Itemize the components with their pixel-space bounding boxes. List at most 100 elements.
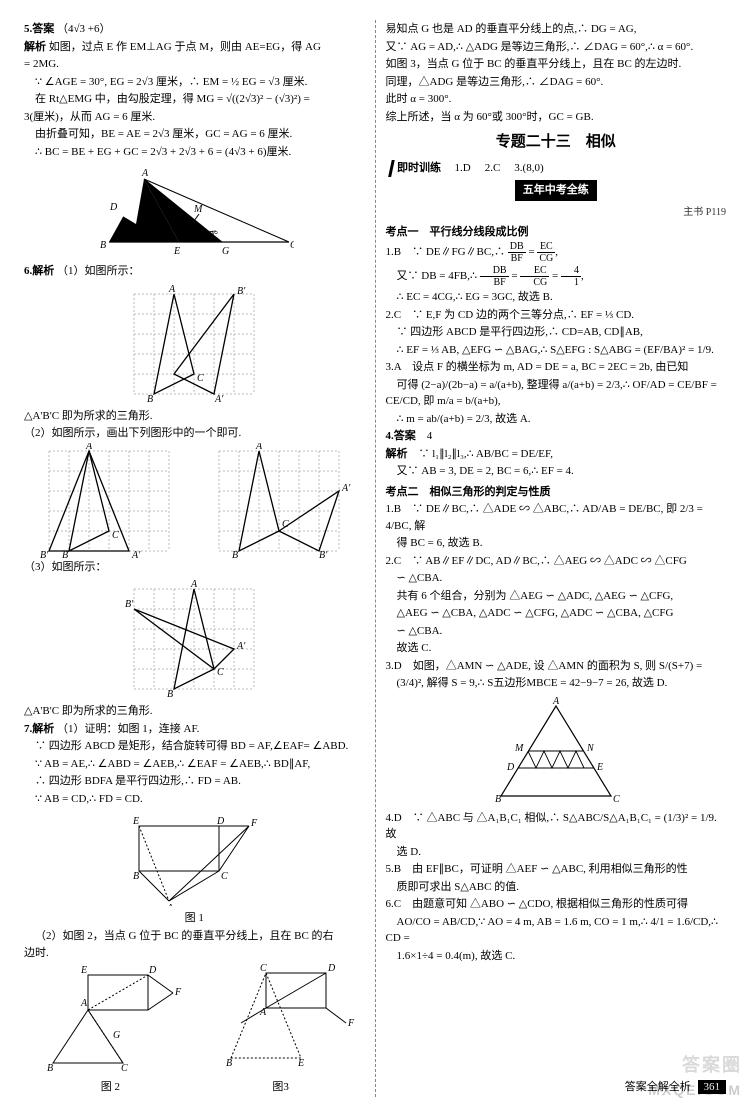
p7-l3: ∴ 四边形 BDFA 是平行四边形,∴ FD = AB.	[24, 773, 365, 790]
k2-q5: 5.B 由 EF∥BC，可证明 △AEF ∽ △ABC, 利用相似三角形的性	[386, 861, 727, 878]
svg-text:A: A	[552, 696, 560, 707]
p6-tri2: △A'B'C 即为所求的三角形.	[24, 703, 365, 720]
svg-text:M: M	[193, 204, 203, 215]
p6: 6.解析 （1）如图所示：	[24, 263, 365, 280]
p5-l5: 3(厘米)，从而 AG = 6 厘米.	[24, 109, 365, 126]
p6-label: 6.解析	[24, 265, 54, 277]
svg-text:B: B	[133, 871, 139, 882]
p6-tri: △A'B'C 即为所求的三角形.	[24, 408, 365, 425]
fig2-caption: 图 2	[33, 1079, 188, 1096]
right-column: 易知点 G 也是 AD 的垂直平分线上的点,∴ DG = AG, 又∵ AG =…	[380, 20, 733, 1097]
svg-text:E: E	[80, 965, 87, 976]
k2-q1b: 得 BC = 6, 故选 B.	[386, 535, 727, 552]
q4-a: 解析 ∵ l₁∥l₂∥l₃,∴ AB/BC = DE/EF,	[386, 446, 727, 463]
train-label: 即时训练	[388, 160, 443, 177]
q4-l2: 又∵ AB = 3, DE = 2, BC = 6,∴ EF = 4.	[386, 463, 727, 480]
svg-text:A': A'	[236, 641, 246, 652]
svg-text:E: E	[596, 762, 603, 773]
svg-text:G: G	[113, 1030, 120, 1041]
r5: 此时 α = 300°.	[386, 91, 727, 108]
svg-text:D: D	[109, 202, 118, 213]
r6: 综上所述，当 α 为 60°或 300°时，GC = GB.	[386, 109, 727, 126]
svg-text:A: A	[85, 443, 93, 452]
svg-text:N: N	[586, 743, 595, 754]
p7-l2: ∵ AB = AE,∴ ∠ABD = ∠AEB,∴ ∠EAF = ∠AEB,∴ …	[24, 756, 365, 773]
svg-text:B': B'	[237, 286, 246, 297]
fig-6-1: ABC B'A'	[24, 284, 365, 404]
fig-6-3-svg: ABC B'A'	[119, 579, 269, 699]
k2-q2f: 故选 C.	[386, 640, 727, 657]
fig-6-2b-svg: ABC B'A'	[204, 443, 354, 558]
page-ref: 主书 P119	[386, 205, 727, 220]
svg-text:B: B	[147, 394, 153, 404]
train-a3: 3.(8,0)	[514, 160, 543, 177]
svg-text:D: D	[327, 963, 336, 974]
svg-text:F: F	[250, 818, 258, 829]
svg-text:B': B'	[125, 599, 134, 610]
svg-text:F: F	[174, 987, 182, 998]
black-bar-wrap: 五年中考全练	[386, 180, 727, 201]
kpt1: 考点一 平行线分线段成比例	[386, 224, 727, 241]
kpt2: 考点二 相似三角形的判定与性质	[386, 484, 727, 501]
q3-1: 3.A 设点 F 的横坐标为 m, AD = DE = a, BC = 2EC …	[386, 359, 727, 376]
k2-q2: 2.C ∵ AB∥EF∥DC, AD∥BC,∴ △AEG ∽ △ADC ∽ △C…	[386, 553, 727, 570]
p5-an-label: 解析	[24, 41, 46, 53]
q4: 4.答案 4	[386, 428, 727, 445]
train-a1: 1.D	[455, 160, 471, 177]
svg-text:C: C	[221, 871, 228, 882]
fig-6-2: ABC B'A' ABC B'A'	[24, 443, 365, 558]
q3-3: ∴ m = ab/(a+b) = 2/3, 故选 A.	[386, 411, 727, 428]
p7-2b: 边时.	[24, 945, 365, 962]
svg-text:A: A	[190, 579, 198, 590]
svg-text:C: C	[282, 519, 289, 530]
p7-2: （2）如图 2，当点 G 位于 BC 的垂直平分线上，且在 BC 的右	[24, 928, 365, 945]
fig-6-1-svg: ABC B'A'	[119, 284, 269, 404]
left-column: 5.答案 （4√3 +6） 解析 如图，过点 E 作 EM⊥AG 于点 M，则由…	[18, 20, 371, 1097]
svg-text:B: B	[232, 550, 238, 558]
q3-2: 可得 (2−a)/(2b−a) = a/(a+b), 整理得 a/(a+b) =…	[386, 377, 727, 410]
fig-7-1: EDF BAC	[24, 811, 365, 906]
column-divider	[375, 20, 376, 1097]
k2-q3b: (3/4)², 解得 S = 9,∴ S五边形MBCE = 42−9−7 = 2…	[386, 675, 727, 692]
svg-text:B: B	[495, 794, 501, 805]
fig-k2-q3: A BC MN DE	[386, 696, 727, 806]
watermark-2: MXQE.COM	[648, 1080, 742, 1101]
svg-text:M: M	[514, 743, 524, 754]
svg-text:A: A	[80, 998, 88, 1009]
r4: 同理，△ADG 是等边三角形,∴ ∠DAG = 60°.	[386, 74, 727, 91]
q2-3: ∴ EF = ⅓ AB, △EFG ∽ △BAG,∴ S△EFG : S△ABG…	[386, 342, 727, 359]
svg-text:A': A'	[214, 394, 224, 404]
svg-text:C: C	[112, 530, 119, 541]
svg-text:C: C	[290, 240, 294, 251]
q1-3: ∴ EC = 4CG,∴ EG = 3GC, 故选 B.	[386, 289, 727, 306]
fig1-caption: 图 1	[24, 910, 365, 927]
k2-q2e: ∽ △CBA.	[386, 623, 727, 640]
k2-q6: 6.C 由题意可知 △ABO ∽ △CDO, 根据相似三角形的性质可得	[386, 896, 727, 913]
svg-text:C: C	[121, 1063, 128, 1073]
svg-text:A: A	[259, 1007, 267, 1018]
section-bar: 五年中考全练	[515, 180, 597, 201]
k2-q3: 3.D 如图，△AMN ∽ △ADE, 设 △AMN 的面积为 S, 则 S/(…	[386, 658, 727, 675]
p5-l4: 在 Rt△EMG 中，由勾股定理，得 MG = √((2√3)² − (√3)²…	[24, 91, 365, 108]
k2-q2d: △AEG ∽ △CBA, △ADC ∽ △CFG, △ADC ∽ △CBA, △…	[386, 605, 727, 622]
p6-1: （1）如图所示：	[57, 265, 140, 277]
svg-text:B: B	[100, 240, 106, 251]
k2-q4b: 选 D.	[386, 844, 727, 861]
fig-k2-q3-svg: A BC MN DE	[481, 696, 631, 806]
p5-ans-label: 5.答案	[24, 23, 54, 35]
fig-6-2a-svg: ABC B'A'	[34, 443, 184, 558]
r1: 易知点 G 也是 AD 的垂直平分线上的点,∴ DG = AG,	[386, 21, 727, 38]
svg-text:E: E	[132, 816, 139, 827]
p5-l1: 如图，过点 E 作 EM⊥AG 于点 M，则由 AE=EG，得 AG	[49, 41, 321, 53]
p5-ans-val: （4√3 +6）	[57, 23, 111, 35]
svg-text:B: B	[47, 1063, 53, 1073]
svg-text:A: A	[168, 284, 176, 295]
fig-p5: A B D E G C M 30°	[24, 164, 365, 259]
svg-text:E: E	[173, 246, 180, 257]
svg-text:A: A	[166, 903, 174, 906]
p7-label: 7.解析	[24, 723, 54, 735]
fig-7-3-svg: BE CD AF	[206, 963, 356, 1073]
train-row: 即时训练 1.D 2.C 3.(8,0)	[390, 160, 727, 177]
svg-text:B: B	[226, 1058, 232, 1069]
k2-q2b: ∽ △CBA.	[386, 570, 727, 587]
